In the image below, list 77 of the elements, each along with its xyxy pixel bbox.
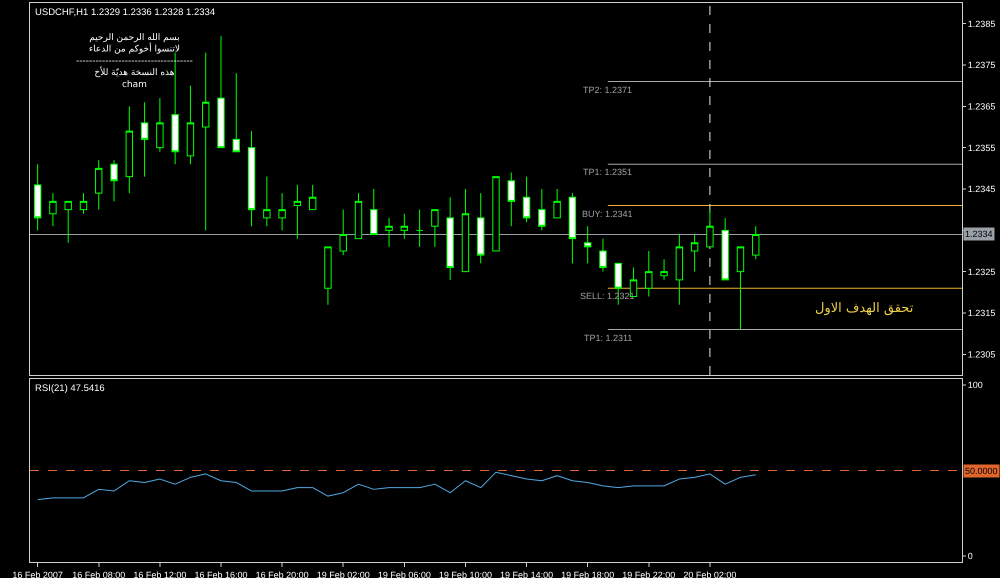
candlestick <box>126 106 134 194</box>
candlestick <box>64 200 72 244</box>
candlestick <box>446 196 454 280</box>
line-series <box>37 472 756 500</box>
x-tick-label: 16 Feb 08:00 <box>72 570 126 578</box>
x-tick-label: 19 Feb 22:00 <box>622 570 676 578</box>
candlestick <box>690 234 698 272</box>
x-tick-label: 19 Feb 10:00 <box>438 570 492 578</box>
candlestick <box>508 172 515 227</box>
candlestick <box>462 188 470 272</box>
annotation: تحقق الهدف الاول <box>815 301 914 316</box>
candlestick <box>584 226 592 264</box>
candlestick <box>232 72 240 152</box>
x-tick-label: 16 Feb 2007 <box>12 570 63 578</box>
candlestick <box>354 192 362 240</box>
candlestick <box>263 176 271 227</box>
candlestick <box>706 209 714 248</box>
candlestick <box>477 192 484 264</box>
x-tick-label: 19 Feb 18:00 <box>561 570 614 578</box>
x-tick-label: 19 Feb 14:00 <box>500 570 554 578</box>
chart-title: RSI(21) 47.5416 <box>35 383 105 394</box>
ref-line-label: BUY: 1.2341 <box>582 209 633 219</box>
candlestick <box>645 250 652 297</box>
candlestick <box>370 188 378 235</box>
candlestick <box>599 238 607 272</box>
candlestick <box>676 234 684 306</box>
candlestick <box>110 160 118 202</box>
y-tick-label: 1.2345 <box>968 184 996 194</box>
candlestick <box>324 246 332 306</box>
candlestick <box>34 164 42 231</box>
candlestick <box>294 184 302 240</box>
x-tick-label: 16 Feb 16:00 <box>194 570 248 578</box>
candlestick <box>538 188 546 231</box>
x-tick-label: 20 Feb 02:00 <box>683 570 736 578</box>
y-tick-label: 1.2385 <box>968 18 996 29</box>
x-tick-label: 19 Feb 02:00 <box>316 570 370 578</box>
ref-line-label: 50.0000 <box>965 466 998 476</box>
y-tick-label: 1.2325 <box>968 266 996 277</box>
y-tick-label: 1.2365 <box>968 101 996 112</box>
ref-line-label: TP1: 1.2351 <box>583 167 632 177</box>
ref-line-label: TP1: 1.2311 <box>584 333 632 343</box>
chart-title: USDCHF,H1 1.2329 1.2336 1.2328 1.2334 <box>35 7 216 18</box>
y-tick-label: 100 <box>968 380 983 390</box>
candlestick <box>568 192 576 264</box>
y-tick-label: 0 <box>968 551 973 562</box>
candlestick <box>660 258 668 280</box>
candlestick <box>492 176 500 252</box>
candlestick <box>156 98 164 152</box>
candlestick <box>248 130 256 227</box>
candlestick <box>140 102 148 178</box>
ref-line-label: TP2: 1.2371 <box>583 85 632 95</box>
candlestick <box>553 188 561 218</box>
candlestick <box>95 160 102 210</box>
candlestick <box>186 85 194 165</box>
x-tick-label: 16 Feb 20:00 <box>256 570 309 578</box>
y-tick-label: 1.2305 <box>968 349 996 360</box>
candlestick <box>308 184 316 210</box>
candlestick <box>340 209 347 256</box>
x-tick-label: 16 Feb 12:00 <box>133 570 186 578</box>
candlestick <box>278 192 286 231</box>
candlestick <box>202 52 210 231</box>
candlestick <box>80 192 88 214</box>
candlestick <box>736 246 744 330</box>
y-tick-label: 1.2315 <box>968 308 996 318</box>
candlestick <box>431 209 439 248</box>
candlestick <box>721 217 729 280</box>
candlestick <box>416 209 424 248</box>
candlestick <box>522 176 530 223</box>
ref-line-label: 1.2334 <box>965 229 993 239</box>
y-tick-label: 1.2375 <box>968 60 996 70</box>
x-tick-label: 19 Feb 06:00 <box>378 570 431 578</box>
candlestick <box>400 213 408 240</box>
candlestick <box>385 217 393 248</box>
y-tick-label: 1.2355 <box>968 142 996 153</box>
candlestick <box>752 226 760 260</box>
candlestick <box>217 36 225 148</box>
candlestick <box>49 192 57 227</box>
